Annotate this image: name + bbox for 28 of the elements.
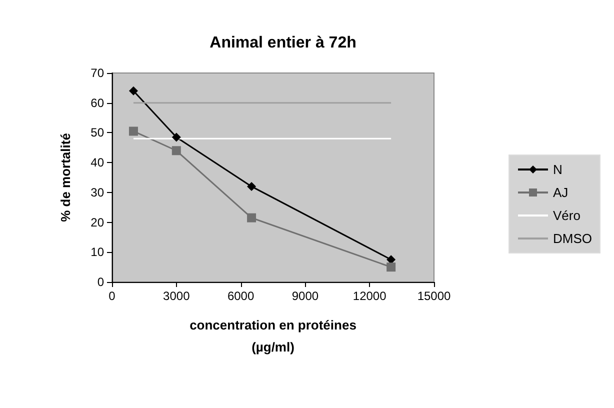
point (128, 126, 138, 136)
point (247, 182, 256, 191)
x-tick-label: 15000 (417, 289, 452, 303)
y-axis-title: % de mortalité (58, 133, 73, 222)
x-tick-label: 3000 (163, 289, 190, 303)
x-tick-label: 6000 (227, 289, 254, 303)
legend-label: Véro (553, 208, 580, 223)
point (128, 86, 138, 96)
y-tick-label: 50 (90, 126, 104, 140)
x-tick-label: 9000 (292, 289, 319, 303)
legend-label: N (553, 162, 562, 177)
x-tick-label: 12000 (352, 289, 387, 303)
point (172, 132, 181, 142)
y-tick-label: 10 (90, 245, 104, 260)
y-tick-label: 20 (90, 215, 104, 230)
y-tick-label: 40 (90, 156, 104, 170)
y-tick-label: 60 (90, 96, 104, 110)
y-tick-label: 30 (90, 185, 104, 200)
y-tick-label: 70 (90, 66, 104, 80)
point (172, 146, 181, 156)
point (386, 262, 396, 272)
legend-label: DMSO (553, 231, 592, 246)
legend-label: AJ (553, 185, 568, 200)
x-axis-title: concentration en protéines (µg/ml) (190, 318, 356, 354)
x-tick-label: 0 (108, 289, 116, 303)
point (247, 213, 256, 222)
chart-title: Animal entier à 72h (210, 34, 356, 52)
y-tick-label: 0 (97, 275, 104, 289)
